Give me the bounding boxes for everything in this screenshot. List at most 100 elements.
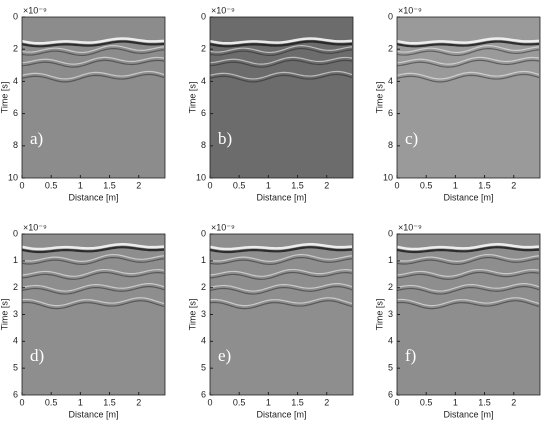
x-tick-label: 0 (207, 397, 212, 407)
x-tick-label: 1.5 (103, 180, 116, 190)
y-axis-label: Time [s] (374, 299, 384, 331)
x-tick-label: 1 (453, 180, 458, 190)
reflection-light (21, 56, 165, 65)
panel-label: b) (218, 129, 232, 148)
reflection-light (21, 283, 165, 292)
y-axis-label: Time [s] (0, 299, 9, 331)
x-tick-label: 2 (511, 397, 516, 407)
panel-label: e) (218, 346, 231, 365)
y-tick-label: 3 (201, 309, 206, 319)
reflection-light (396, 56, 540, 65)
y-tick-label: 4 (388, 336, 393, 346)
y-tick-label: 0 (388, 228, 393, 238)
y-tick-label: 2 (201, 282, 206, 292)
reflection-dark (21, 256, 165, 265)
exponent-label: ×10⁻⁹ (211, 222, 235, 232)
reflection-dark (209, 286, 353, 295)
y-tick-label: 4 (388, 76, 393, 86)
y-tick-label: 2 (201, 44, 206, 54)
panel: 0 0.5 1 1.5 2 0 1 2 3 4 5 6 Distance [m] Time [s] ×10⁻… (374, 222, 541, 419)
y-tick-label: 6 (13, 389, 18, 399)
x-axis-label: Distance [m] (68, 192, 118, 202)
panel-label: c) (405, 129, 418, 148)
y-tick-label: 2 (13, 44, 18, 54)
reflection-dark (209, 256, 353, 265)
reflection-dark (396, 271, 540, 280)
reflection-light (396, 45, 540, 54)
reflection-light (21, 268, 165, 277)
panel: 0 0.5 1 1.5 2 0 2 4 6 8 10 Distance [m] Time [s] ×10⁻… (374, 5, 541, 202)
exponent-label: ×10⁻⁹ (398, 222, 422, 232)
x-tick-label: 1.5 (478, 397, 491, 407)
axes-box (21, 16, 166, 179)
x-tick-label: 1 (78, 397, 83, 407)
reflection-light (209, 56, 353, 65)
x-tick-label: 2 (324, 397, 329, 407)
y-tick-label: 8 (201, 140, 206, 150)
panel: 0 0.5 1 1.5 2 0 1 2 3 4 5 6 Distance [m] Time [s] ×10⁻… (187, 222, 354, 419)
y-tick-label: 10 (196, 172, 206, 182)
x-tick-label: 0.5 (45, 397, 58, 407)
y-tick-label: 8 (388, 140, 393, 150)
x-axis-label: Distance [m] (256, 409, 306, 419)
reflection-dark (396, 40, 540, 48)
y-tick-label: 6 (388, 108, 393, 118)
x-tick-label: 1.5 (478, 180, 491, 190)
y-tick-label: 4 (201, 336, 206, 346)
reflection-light (21, 45, 165, 54)
reflection-dark (209, 300, 353, 310)
x-tick-label: 1 (453, 397, 458, 407)
x-tick-label: 0 (394, 180, 399, 190)
reflection-dark (21, 286, 165, 295)
reflection-dark (209, 40, 353, 48)
x-tick-label: 1.5 (291, 397, 304, 407)
reflection-dark (209, 48, 353, 57)
y-tick-label: 8 (13, 140, 18, 150)
x-axis-label: Distance [m] (443, 192, 493, 202)
y-tick-label: 0 (13, 228, 18, 238)
reflection-light (396, 283, 540, 292)
y-tick-label: 3 (388, 309, 393, 319)
x-tick-label: 1 (266, 397, 271, 407)
y-tick-label: 10 (383, 172, 393, 182)
axes-box (209, 16, 354, 179)
y-tick-label: 1 (201, 255, 206, 265)
y-tick-label: 0 (201, 11, 206, 21)
x-tick-label: 2 (136, 397, 141, 407)
reflection-dark (396, 59, 540, 68)
y-axis-label: Time [s] (187, 82, 197, 114)
reflection-dark (396, 48, 540, 57)
panel-label: a) (30, 129, 43, 148)
reflection-light (209, 268, 353, 277)
y-tick-label: 1 (388, 255, 393, 265)
y-tick-label: 6 (13, 108, 18, 118)
x-tick-label: 2 (324, 180, 329, 190)
x-tick-label: 0 (207, 180, 212, 190)
reflection-light (21, 70, 165, 80)
reflection-dark (209, 271, 353, 280)
y-tick-label: 5 (388, 363, 393, 373)
x-tick-label: 2 (511, 180, 516, 190)
reflection-light (209, 297, 353, 307)
reflection-light (396, 253, 540, 262)
x-tick-label: 1 (78, 180, 83, 190)
reflection-dark (396, 300, 540, 310)
y-tick-label: 6 (388, 389, 393, 399)
reflection-light (209, 70, 353, 80)
y-tick-label: 0 (13, 11, 18, 21)
reflection-light (396, 70, 540, 80)
exponent-label: ×10⁻⁹ (398, 5, 422, 15)
reflection-light (396, 297, 540, 307)
reflection-light (209, 253, 353, 262)
reflection-light (396, 268, 540, 277)
y-tick-label: 4 (13, 336, 18, 346)
reflection-light (209, 37, 353, 45)
reflection-light (209, 45, 353, 54)
exponent-label: ×10⁻⁹ (211, 5, 235, 15)
x-tick-label: 1 (266, 180, 271, 190)
x-axis-label: Distance [m] (68, 409, 118, 419)
y-tick-label: 2 (13, 282, 18, 292)
reflection-light (396, 243, 540, 251)
exponent-label: ×10⁻⁹ (23, 5, 47, 15)
